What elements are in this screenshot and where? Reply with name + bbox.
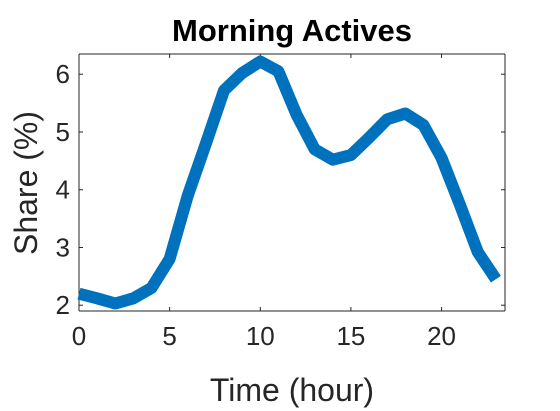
series-line	[77, 55, 501, 310]
y-tick-label: 6	[56, 59, 70, 89]
x-tick-label: 15	[336, 321, 365, 351]
y-tick-label: 5	[56, 117, 70, 147]
series-layer	[77, 55, 501, 310]
y-tick-label: 2	[56, 290, 70, 320]
y-tick-label: 4	[56, 175, 70, 205]
x-tick-label: 5	[162, 321, 176, 351]
plot-area: 0 5 10 15 20 2 3 4 5 6	[56, 53, 506, 351]
x-tick-label: 10	[246, 321, 275, 351]
x-tick-label: 20	[427, 321, 456, 351]
x-tick-label: 0	[72, 321, 86, 351]
y-axis-label: Share (%)	[8, 111, 44, 255]
axis-ticks: 0 5 10 15 20 2 3 4 5 6	[56, 54, 505, 351]
chart-title: Morning Actives	[172, 13, 412, 48]
x-axis-label: Time (hour)	[210, 372, 374, 408]
y-tick-label: 3	[56, 232, 70, 262]
